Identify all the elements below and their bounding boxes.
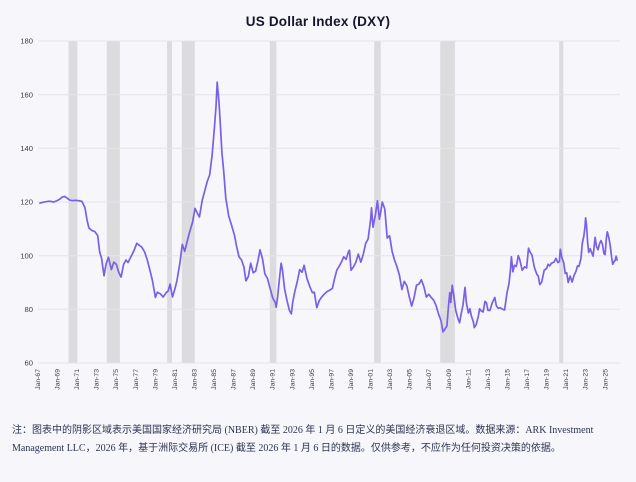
svg-text:60: 60 <box>25 359 33 368</box>
svg-text:Jan-23: Jan-23 <box>583 369 590 390</box>
svg-text:Jan-81: Jan-81 <box>172 369 179 390</box>
svg-text:Jan-09: Jan-09 <box>446 369 453 390</box>
svg-text:Jan-85: Jan-85 <box>211 369 218 390</box>
svg-text:Jan-15: Jan-15 <box>505 369 512 390</box>
svg-text:Jan-99: Jan-99 <box>348 369 355 390</box>
svg-text:Jan-67: Jan-67 <box>35 369 42 390</box>
dxy-chart-canvas: 60 80 100 120 140 160 180 Jan-67 Jan-69 Jan-71 Jan… <box>20 37 620 390</box>
svg-text:Jan-11: Jan-11 <box>465 369 472 389</box>
svg-text:140: 140 <box>20 144 33 153</box>
svg-text:Jan-03: Jan-03 <box>387 369 394 390</box>
svg-text:Jan-73: Jan-73 <box>94 369 101 390</box>
svg-text:Jan-95: Jan-95 <box>309 369 316 390</box>
svg-text:Jan-69: Jan-69 <box>55 369 62 390</box>
svg-text:Jan-83: Jan-83 <box>192 369 199 390</box>
svg-text:160: 160 <box>20 90 33 99</box>
svg-text:Jan-87: Jan-87 <box>231 369 238 390</box>
svg-text:Jan-93: Jan-93 <box>289 369 296 390</box>
svg-text:Jan-75: Jan-75 <box>113 369 120 390</box>
dxy-chart: 60 80 100 120 140 160 180 Jan-67 Jan-69 Jan-71 Jan… <box>4 31 632 418</box>
svg-text:80: 80 <box>25 305 33 314</box>
svg-text:Jan-17: Jan-17 <box>524 369 531 390</box>
chart-title: US Dollar Index (DXY) <box>245 14 391 29</box>
svg-text:Jan-89: Jan-89 <box>250 369 257 390</box>
svg-text:Jan-01: Jan-01 <box>368 369 375 390</box>
svg-text:Jan-21: Jan-21 <box>563 369 570 390</box>
svg-text:100: 100 <box>20 251 33 260</box>
svg-text:180: 180 <box>20 37 33 46</box>
svg-text:Jan-13: Jan-13 <box>485 369 492 390</box>
svg-text:Jan-71: Jan-71 <box>74 369 81 390</box>
svg-text:Jan-77: Jan-77 <box>133 369 140 390</box>
svg-text:Jan-07: Jan-07 <box>426 369 433 390</box>
footnote: 注：图表中的阴影区域表示美国国家经济研究局 (NBER) 截至 2026 年 1… <box>12 425 594 454</box>
svg-text:Jan-19: Jan-19 <box>544 369 551 390</box>
svg-text:120: 120 <box>20 198 33 207</box>
svg-text:Jan-25: Jan-25 <box>602 369 609 390</box>
svg-text:Jan-97: Jan-97 <box>328 369 335 390</box>
svg-text:Jan-79: Jan-79 <box>152 369 159 390</box>
svg-text:Jan-05: Jan-05 <box>407 369 414 390</box>
svg-text:Jan-91: Jan-91 <box>270 369 277 390</box>
